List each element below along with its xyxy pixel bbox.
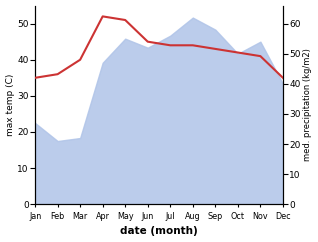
X-axis label: date (month): date (month) (120, 227, 198, 236)
Y-axis label: med. precipitation (kg/m2): med. precipitation (kg/m2) (303, 48, 313, 161)
Y-axis label: max temp (C): max temp (C) (5, 74, 15, 136)
